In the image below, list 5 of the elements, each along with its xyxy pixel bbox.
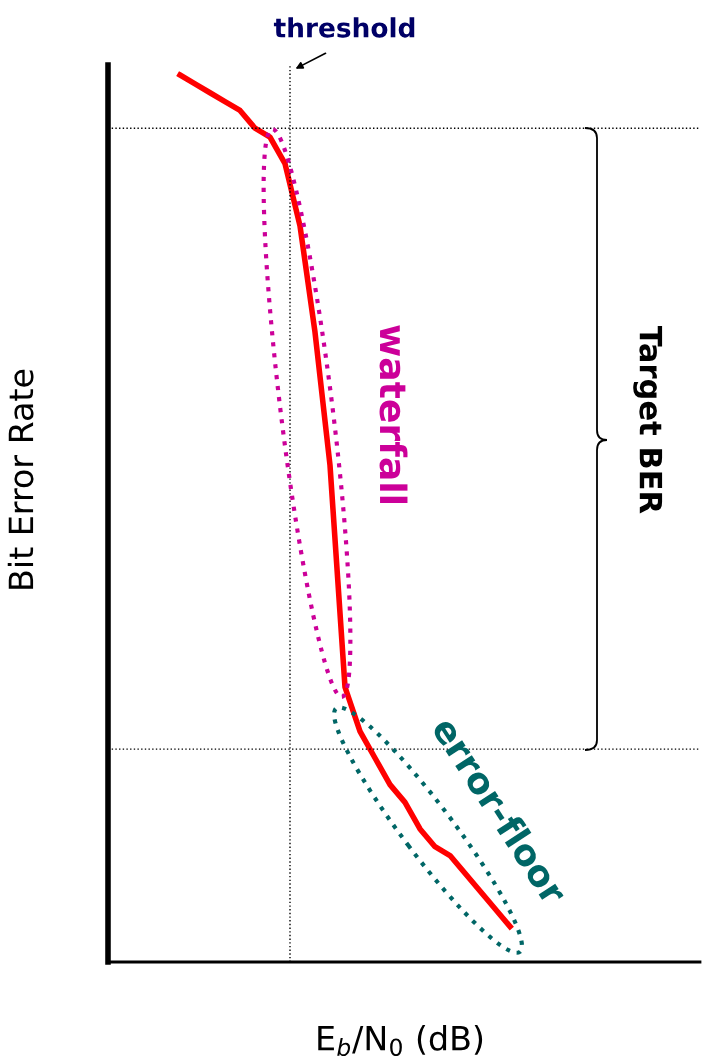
y-axis-title: Bit Error Rate — [7, 369, 34, 589]
text: threshold — [273, 17, 415, 38]
x-axis-title: E$_{b}$/N$_{0}$ (dB) — [318, 1024, 483, 1056]
annotation: waterfall — [379, 325, 408, 504]
text: Target BER — [633, 326, 663, 514]
